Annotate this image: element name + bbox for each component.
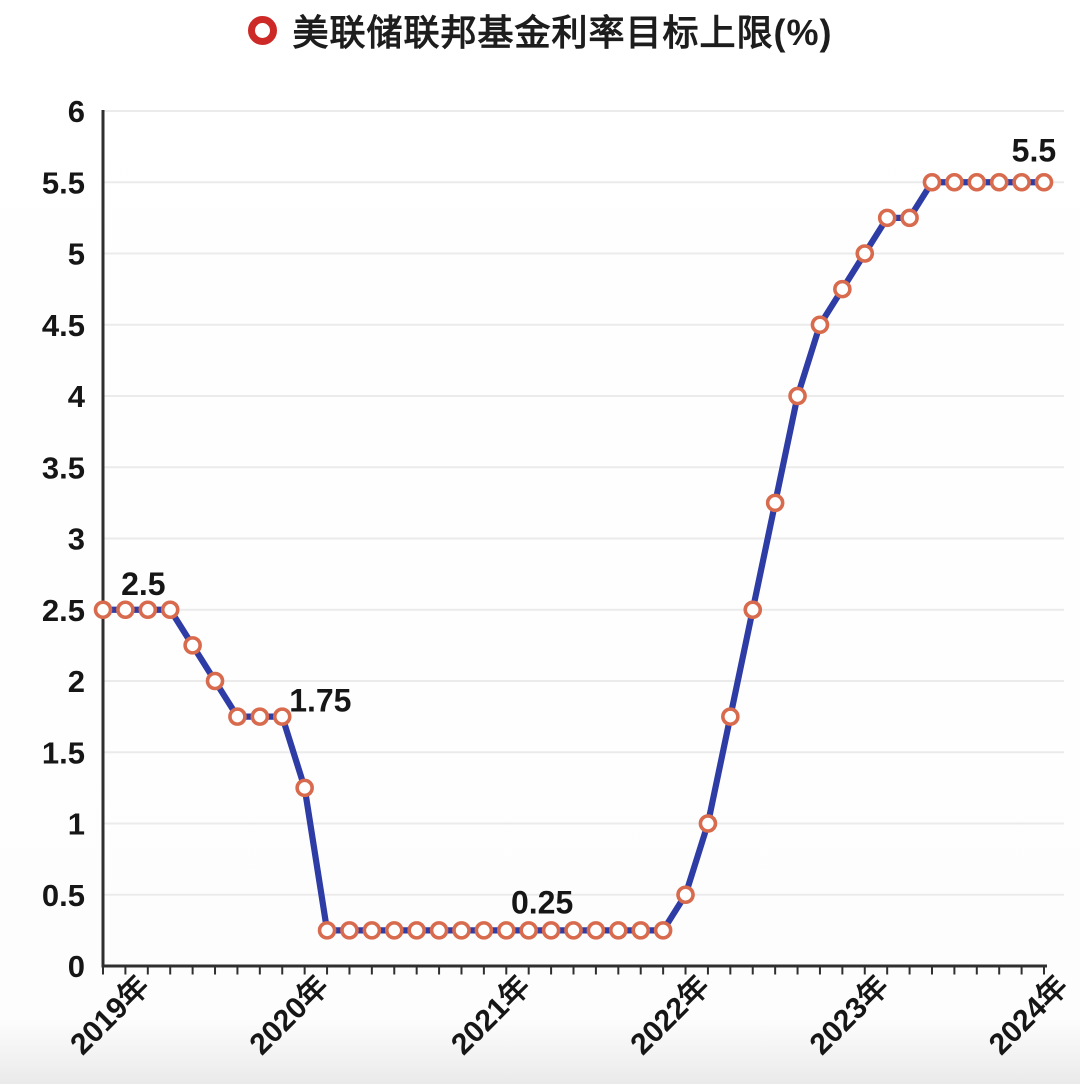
data-point [564,921,583,940]
data-annotation: 2.5 [121,566,165,602]
data-point [93,600,113,620]
data-point [676,885,695,905]
y-axis-label: 5.5 [42,165,85,200]
x-axis-year-label: 2023年 [804,970,896,1062]
y-axis-label: 1.5 [42,735,85,770]
y-axis-label: 3.5 [42,450,85,485]
data-point [765,493,785,513]
x-axis-year-label: 2020年 [243,970,335,1062]
data-point [362,921,382,940]
data-point [384,921,404,940]
data-point [317,921,337,940]
data-point [698,814,718,833]
data-point [519,921,538,940]
data-point [631,921,651,940]
y-axis-label: 0.5 [42,878,85,913]
data-point [541,921,561,940]
data-point [788,386,807,406]
data-annotation: 1.75 [289,683,351,719]
x-axis-year-label: 2022年 [624,970,716,1062]
data-point [295,778,314,798]
data-point [900,208,919,228]
data-point [116,600,135,620]
data-point [810,315,830,335]
y-axis-label: 5 [68,237,85,272]
data-point [653,921,673,940]
data-point [272,707,292,726]
x-axis-year-label: 2024年 [983,970,1075,1062]
y-axis-label: 4.5 [42,308,85,343]
data-annotation: 0.25 [511,884,573,920]
legend-series-ring-icon [247,15,277,45]
data-point [922,172,942,192]
data-point [228,707,247,726]
data-point [743,600,763,620]
data-point [833,279,852,299]
y-axis-label: 2 [68,664,85,699]
data-point [945,172,964,192]
y-axis-label: 2.5 [42,593,85,628]
data-point [160,600,180,620]
y-axis-label: 0 [68,949,85,984]
y-axis-label: 1 [68,807,85,842]
data-point [474,921,494,940]
data-point [138,600,158,620]
data-point [967,172,987,192]
data-point [1034,172,1054,192]
data-point [989,172,1009,192]
data-point [609,921,628,940]
data-point [183,636,202,655]
data-point [205,671,225,691]
chart-title-text: 美联储联邦基金利率目标上限(%) [292,12,833,53]
data-annotation: 5.5 [1012,132,1056,168]
y-axis-label: 6 [68,94,85,129]
data-point [855,244,875,263]
y-axis-label: 3 [68,522,85,557]
data-point [250,707,270,726]
data-point [877,208,897,228]
data-point [429,921,449,940]
data-point [1012,172,1031,192]
data-point [407,921,426,940]
rate-line [99,179,1048,934]
data-point [586,921,606,940]
chart-legend-title: 美联储联邦基金利率目标上限(%) [0,4,1080,56]
data-point [340,921,359,940]
data-point [721,707,740,726]
data-point [496,921,516,940]
x-axis-year-label: 2021年 [445,970,537,1062]
y-axis-label: 4 [68,379,86,414]
data-point [452,921,471,940]
